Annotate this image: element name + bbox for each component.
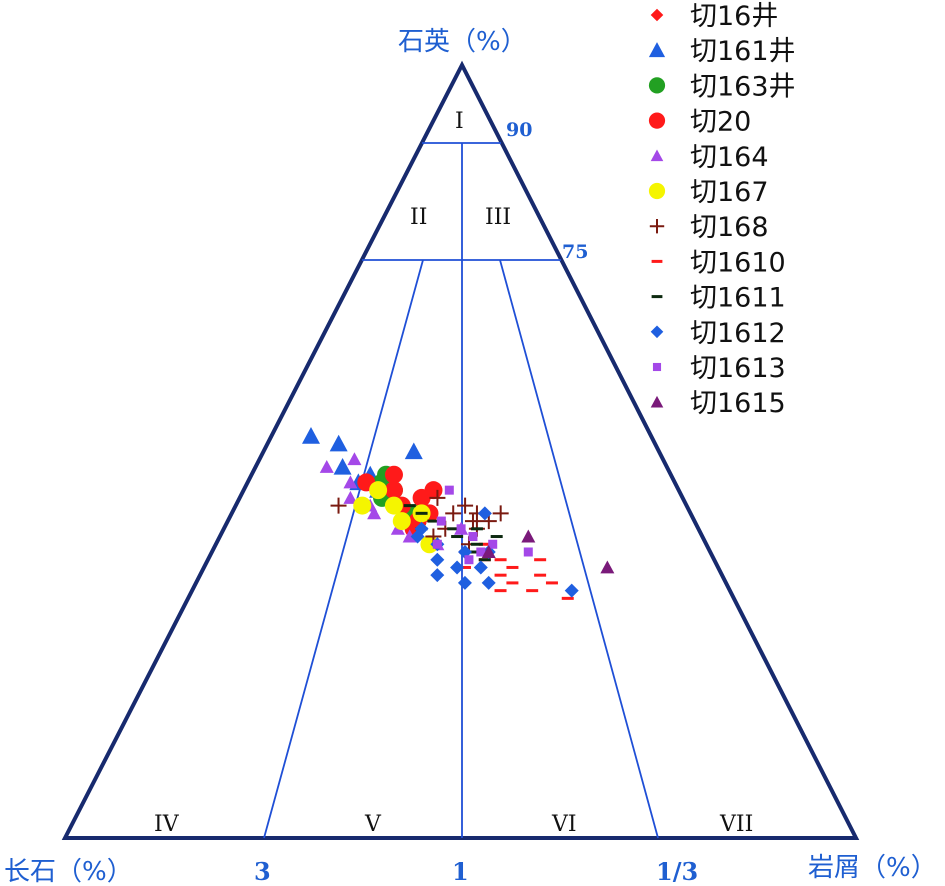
region-label-VI: VI [551, 812, 577, 837]
quartz-tick-90: 90 [506, 119, 532, 141]
data-point-series-9-12 [410, 529, 425, 544]
data-point-series-10-1 [436, 516, 446, 526]
legend-marker-10 [652, 362, 662, 372]
data-point-series-10-3 [488, 539, 498, 549]
region-label-I: I [455, 109, 464, 134]
ratio-3-line [263, 259, 424, 839]
legend-marker-0 [650, 8, 664, 22]
legend-label-8: 切1611 [690, 283, 786, 314]
data-point-series-10-7 [432, 539, 442, 549]
apex-label-rock-fragments: 岩屑（%） [808, 853, 937, 883]
region-label-II: II [410, 205, 427, 230]
data-point-series-9-4 [430, 552, 445, 567]
data-point-series-6-6 [464, 513, 481, 530]
legend-label-9: 切1612 [690, 318, 786, 349]
data-point-series-9-6 [473, 560, 488, 575]
data-point-series-10-5 [523, 547, 533, 557]
legend-marker-1 [648, 42, 666, 58]
ternary-outline [61, 60, 860, 840]
legend-label-1: 切161井 [690, 36, 796, 67]
data-point-series-1-7 [333, 457, 352, 475]
apex-label-feldspar: 长石（%） [4, 857, 133, 886]
region-label-V: V [364, 812, 382, 837]
data-point-series-1-0 [301, 427, 320, 444]
data-point-series-10-6 [464, 555, 474, 565]
data-point-series-6-5 [492, 505, 509, 522]
data-point-series-6-0 [429, 489, 446, 506]
data-point-series-4-2 [343, 475, 358, 489]
legend-label-11: 切1615 [690, 388, 786, 419]
data-point-series-4-8 [343, 490, 358, 504]
data-point-series-4-4 [367, 506, 382, 520]
legend-label-3: 切20 [690, 107, 751, 138]
data-point-series-11-0 [521, 529, 536, 543]
data-point-series-11-1 [481, 544, 496, 558]
data-point-series-3-1 [384, 481, 403, 500]
legend-label-5: 切167 [690, 177, 769, 208]
data-points [301, 427, 615, 600]
data-point-series-4-0 [347, 452, 362, 466]
legend-label-0: 切16井 [690, 1, 778, 32]
data-point-series-10-2 [456, 524, 466, 534]
data-point-series-3-0 [384, 465, 403, 484]
region-label-VII: VII [719, 812, 753, 837]
data-point-series-10-4 [476, 547, 486, 557]
legend-marker-9 [650, 325, 664, 339]
legend-marker-5 [648, 182, 666, 200]
data-point-series-4-9 [402, 529, 417, 543]
data-point-series-1-1 [329, 434, 348, 452]
data-point-series-9-7 [430, 568, 445, 583]
region-label-III: III [485, 205, 511, 230]
legend-marker-4 [650, 149, 664, 162]
data-point-series-4-1 [319, 459, 334, 473]
data-point-series-6-1 [330, 497, 347, 514]
legend-label-7: 切1610 [690, 247, 786, 278]
data-point-series-5-3 [392, 512, 411, 531]
region-label-IV: IV [154, 812, 180, 837]
legend-label-2: 切163井 [690, 71, 796, 102]
data-point-series-1-3 [404, 442, 423, 460]
legend-marker-2 [648, 77, 666, 94]
ratio-label-3: 3 [254, 857, 271, 886]
legend-label-10: 切1613 [690, 353, 786, 384]
data-point-series-9-5 [450, 560, 465, 575]
ratio-third-line [499, 259, 659, 839]
legend-label-6: 切168 [690, 212, 769, 243]
data-point-series-10-0 [444, 485, 454, 495]
quartz-tick-75: 75 [562, 241, 588, 263]
data-point-series-5-2 [384, 496, 403, 515]
apex-label-quartz: 石英（%） [398, 27, 527, 57]
legend-marker-6 [649, 219, 665, 234]
data-point-series-5-0 [369, 481, 388, 500]
data-point-series-9-10 [564, 583, 579, 598]
data-point-series-9-9 [481, 575, 496, 590]
ratio-label-1: 1 [452, 857, 469, 886]
legend-marker-3 [648, 112, 666, 129]
data-point-series-5-1 [353, 496, 372, 515]
data-point-series-9-0 [477, 506, 492, 521]
data-point-series-11-2 [600, 560, 615, 574]
legend-marker-11 [650, 395, 664, 408]
data-point-series-3-8 [424, 481, 443, 500]
legend-label-4: 切164 [690, 142, 769, 173]
data-point-series-6-2 [445, 505, 462, 522]
ratio-label-third: 1/3 [656, 857, 698, 886]
data-point-series-9-8 [457, 575, 472, 590]
data-point-series-10-8 [468, 532, 478, 542]
data-point-series-6-3 [457, 497, 474, 514]
